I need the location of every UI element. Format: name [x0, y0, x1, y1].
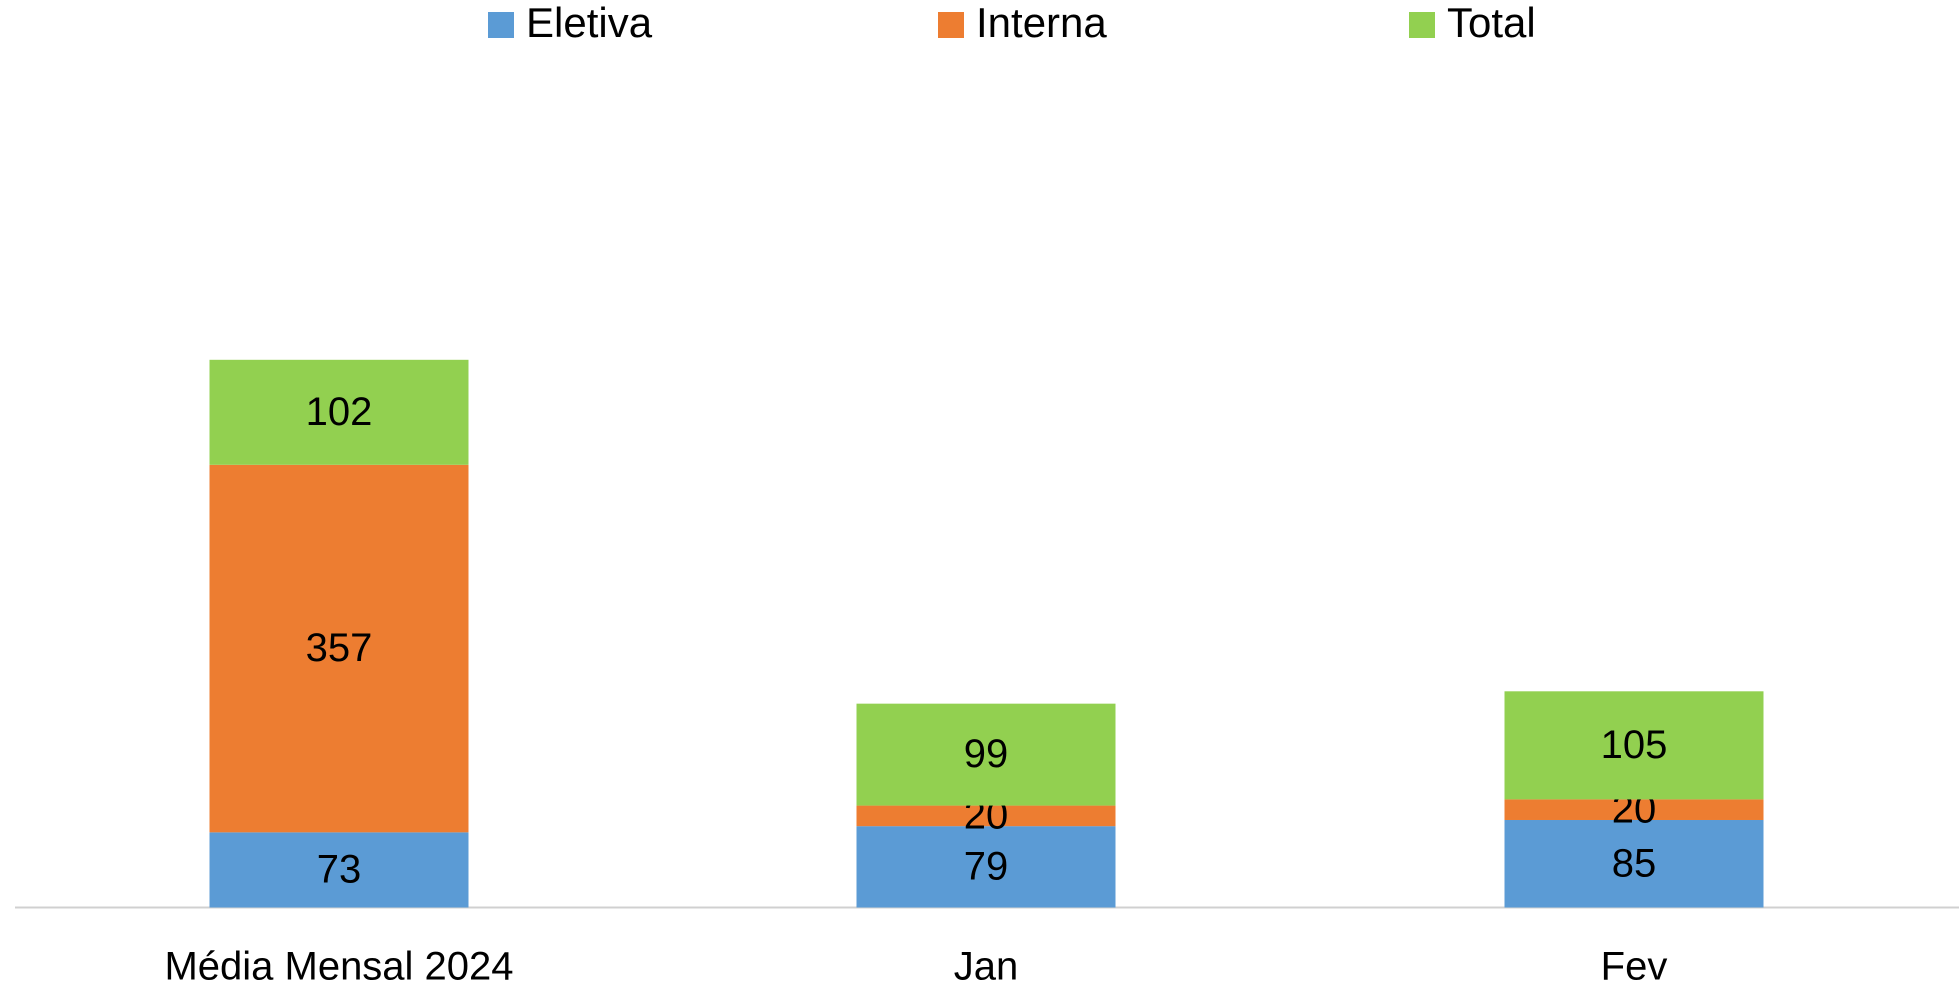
bar-segment — [1504, 819, 1764, 908]
bar-segment — [209, 464, 469, 833]
legend-label: Interna — [976, 0, 1107, 46]
legend-swatch — [938, 12, 964, 38]
bar-segment — [209, 832, 469, 908]
bar-segment — [1504, 799, 1764, 820]
data-label: 85 — [1612, 841, 1657, 885]
data-label: 79 — [964, 844, 1009, 888]
bar-segment — [1504, 691, 1764, 800]
data-label: 99 — [964, 732, 1009, 776]
bar-segment — [209, 359, 469, 465]
legend-swatch — [1409, 12, 1435, 38]
bar-segment — [856, 703, 1116, 806]
bar-segment — [856, 826, 1116, 908]
data-label: 102 — [306, 390, 373, 434]
data-label: 73 — [317, 847, 362, 891]
x-tick-label: Média Mensal 2024 — [164, 945, 513, 989]
legend-swatch — [488, 12, 514, 38]
bar-segment — [856, 805, 1116, 827]
x-tick-label: Fev — [1601, 945, 1668, 989]
legend-label: Total — [1447, 0, 1536, 46]
data-label: 105 — [1601, 723, 1668, 767]
data-label: 357 — [306, 626, 373, 670]
x-tick-label: Jan — [954, 945, 1019, 989]
legend-label: Eletiva — [526, 0, 653, 46]
